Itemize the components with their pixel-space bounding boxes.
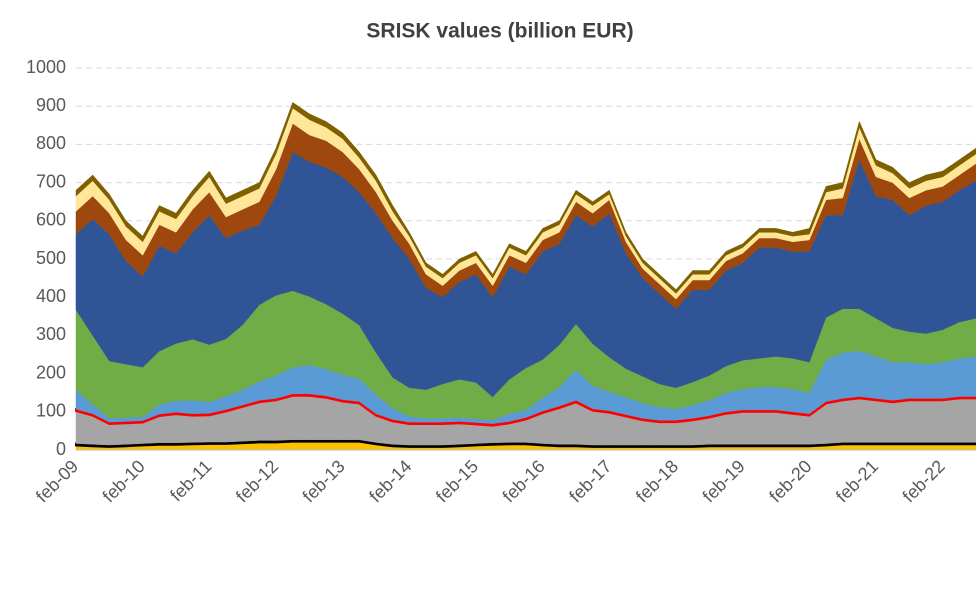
x-tick-label: feb-15 [432, 456, 482, 506]
y-tick-label: 800 [36, 133, 66, 153]
y-tick-label: 700 [36, 171, 66, 191]
x-tick-label: feb-20 [765, 456, 815, 506]
y-tick-label: 400 [36, 286, 66, 306]
x-tick-label: feb-13 [299, 456, 349, 506]
x-tick-label: feb-21 [832, 456, 882, 506]
y-tick-label: 0 [56, 439, 66, 459]
x-tick-label: feb-14 [365, 456, 415, 506]
area [75, 102, 976, 294]
x-tick-label: feb-12 [232, 456, 282, 506]
y-tick-label: 900 [36, 95, 66, 115]
x-tick-label: feb-17 [565, 456, 615, 506]
y-tick-label: 100 [36, 401, 66, 421]
x-tick-label: feb-10 [99, 456, 149, 506]
x-tick-label: feb-18 [632, 456, 682, 506]
y-tick-label: 200 [36, 362, 66, 382]
x-tick-label: feb-22 [899, 456, 949, 506]
x-tick-label: feb-16 [499, 456, 549, 506]
chart-title: SRISK values (billion EUR) [366, 20, 633, 43]
y-tick-label: 300 [36, 324, 66, 344]
x-tick-label: feb-11 [166, 456, 215, 505]
y-tick-label: 500 [36, 248, 66, 268]
y-tick-label: 1000 [26, 57, 66, 77]
x-tick-label: feb-19 [699, 456, 749, 506]
y-tick-label: 600 [36, 210, 66, 230]
x-tick-label: feb-09 [32, 456, 82, 506]
